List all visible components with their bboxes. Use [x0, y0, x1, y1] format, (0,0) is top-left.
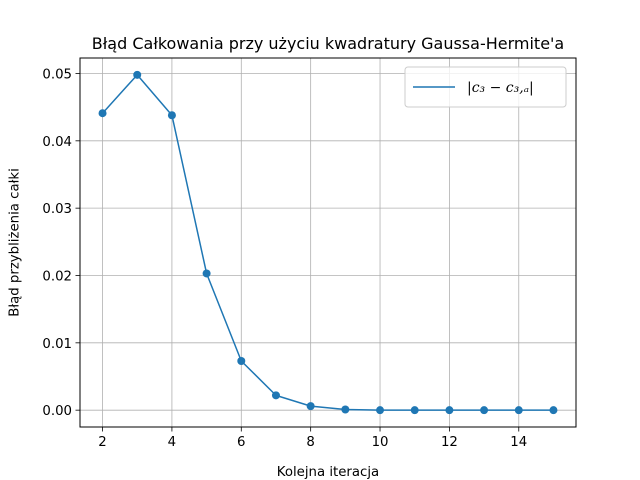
data-point: [341, 405, 350, 414]
series-line: [101, 74, 554, 411]
x-tick-label: 14: [510, 435, 527, 450]
x-tick-label: 2: [98, 435, 106, 450]
x-tick-label: 6: [237, 435, 245, 450]
data-point: [306, 402, 315, 411]
data-point: [237, 357, 246, 366]
y-tick-label: 0.01: [42, 337, 72, 352]
data-point: [514, 406, 523, 415]
legend: |c₃ − c₃,ₐ|: [404, 66, 567, 108]
data-point: [133, 70, 142, 79]
data-point: [445, 406, 454, 415]
x-tick-label: 8: [306, 435, 314, 450]
y-tick-label: 0.04: [42, 135, 72, 150]
data-point: [98, 109, 107, 118]
data-point: [410, 406, 419, 415]
data-point: [271, 391, 280, 400]
data-point: [202, 269, 211, 278]
data-point: [480, 406, 489, 415]
x-axis-label: Kolejna iteracja: [277, 465, 379, 480]
ticks: 2 4 6 8 10 12 14 0.00 0.01 0.02 0.03 0.04 0.05: [42, 67, 527, 450]
data-point: [167, 111, 176, 120]
x-tick-label: 10: [372, 435, 389, 450]
y-tick-label: 0.02: [42, 269, 72, 284]
data-point: [376, 406, 385, 415]
data-point: [549, 406, 558, 415]
chart-title: Błąd Całkowania przy użyciu kwadratury G…: [92, 34, 564, 53]
legend-box: [404, 66, 567, 108]
grid: [80, 58, 576, 427]
y-tick-label: 0.03: [42, 202, 72, 217]
y-tick-label: 0.05: [42, 67, 72, 82]
axes-frame: [79, 57, 577, 428]
x-tick-label: 12: [441, 435, 458, 450]
y-tick-label: 0.00: [42, 404, 72, 419]
legend-label: |c₃ − c₃,ₐ|: [467, 80, 534, 96]
x-tick-label: 4: [168, 435, 176, 450]
y-axis-label: Błąd przybliżenia całki: [8, 168, 23, 317]
series-layer: [98, 70, 558, 415]
